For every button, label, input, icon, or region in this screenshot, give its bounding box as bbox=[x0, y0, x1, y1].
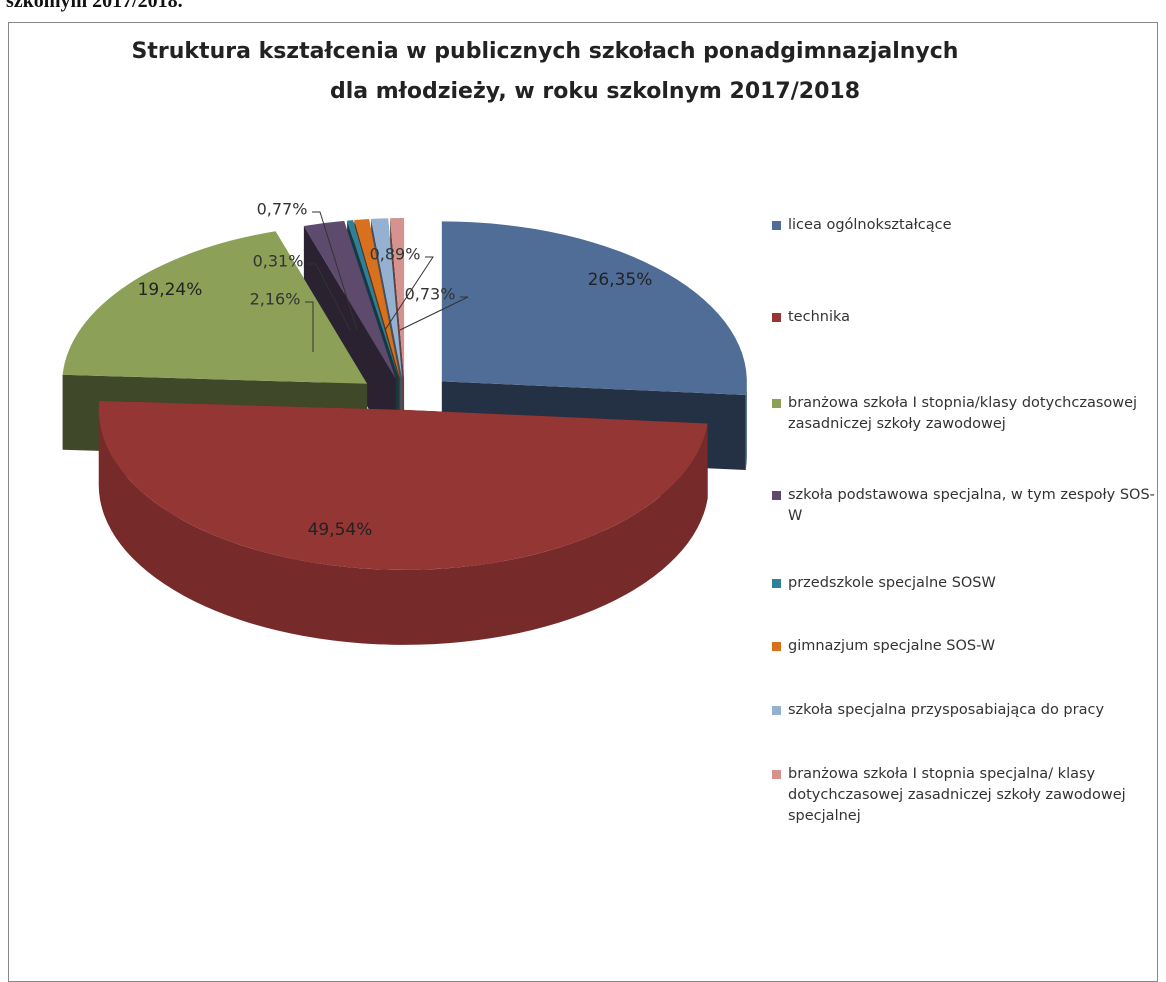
slice bbox=[371, 218, 403, 379]
legend-item: branżowa szkoła I stopnia/klasy dotychcz… bbox=[772, 393, 1166, 435]
data-label: 49,54% bbox=[308, 520, 373, 540]
slice-side bbox=[98, 409, 708, 645]
slice bbox=[303, 220, 396, 379]
leader-line bbox=[384, 256, 434, 331]
data-label: 2,16% bbox=[250, 290, 301, 309]
legend-item: technika bbox=[772, 307, 1166, 328]
slice-side bbox=[745, 381, 747, 470]
legend-swatch bbox=[772, 770, 781, 779]
slice bbox=[62, 231, 368, 384]
data-label: 0,89% bbox=[370, 245, 421, 264]
legend-label: branżowa szkoła I stopnia specjalna/ kla… bbox=[788, 766, 1126, 824]
data-label: 0,73% bbox=[405, 285, 456, 304]
chart-title: Struktura kształcenia w publicznych szko… bbox=[132, 39, 959, 64]
data-label: 0,77% bbox=[257, 200, 308, 219]
slice bbox=[441, 221, 747, 395]
caption-above: szkolnym 2017/2018. bbox=[6, 0, 183, 12]
legend-item: szkoła podstawowa specjalna, w tym zespo… bbox=[772, 485, 1166, 527]
leader-line bbox=[399, 296, 469, 331]
slice bbox=[354, 219, 400, 379]
legend-label: branżowa szkoła I stopnia/klasy dotychcz… bbox=[788, 395, 1138, 432]
legend-swatch bbox=[772, 706, 781, 715]
legend-item: szkoła specjalna przysposabiająca do pra… bbox=[772, 700, 1166, 721]
legend-swatch bbox=[772, 399, 781, 408]
legend-label: licea ogólnokształcące bbox=[788, 217, 952, 233]
leader-line bbox=[308, 263, 351, 331]
legend-label: szkoła podstawowa specjalna, w tym zespo… bbox=[788, 487, 1155, 524]
data-label: 19,24% bbox=[138, 280, 203, 300]
legend-label: technika bbox=[788, 309, 851, 325]
data-label: 26,35% bbox=[588, 270, 653, 290]
slice-wall bbox=[303, 226, 396, 454]
slice bbox=[347, 220, 399, 379]
legend-item: licea ogólnokształcące bbox=[772, 215, 1166, 236]
slice bbox=[390, 218, 405, 379]
legend-label: gimnazjum specjalne SOS-W bbox=[788, 638, 996, 654]
leader-line bbox=[305, 301, 314, 352]
legend-item: branżowa szkoła I stopnia specjalna/ kla… bbox=[772, 764, 1166, 827]
chart-title: dla młodzieży, w roku szkolnym 2017/2018 bbox=[330, 79, 860, 104]
legend-label: szkoła specjalna przysposabiająca do pra… bbox=[788, 702, 1105, 718]
legend-item: przedszkole specjalne SOSW bbox=[772, 573, 1166, 594]
leader-line bbox=[312, 211, 358, 331]
legend-swatch bbox=[772, 313, 781, 322]
legend-swatch bbox=[772, 579, 781, 588]
legend-label: przedszkole specjalne SOSW bbox=[788, 575, 996, 591]
legend-swatch bbox=[772, 491, 781, 500]
slice bbox=[98, 400, 708, 570]
data-label: 0,31% bbox=[253, 252, 304, 271]
legend-swatch bbox=[772, 221, 781, 230]
legend-swatch bbox=[772, 642, 781, 651]
legend-item: gimnazjum specjalne SOS-W bbox=[772, 636, 1166, 657]
